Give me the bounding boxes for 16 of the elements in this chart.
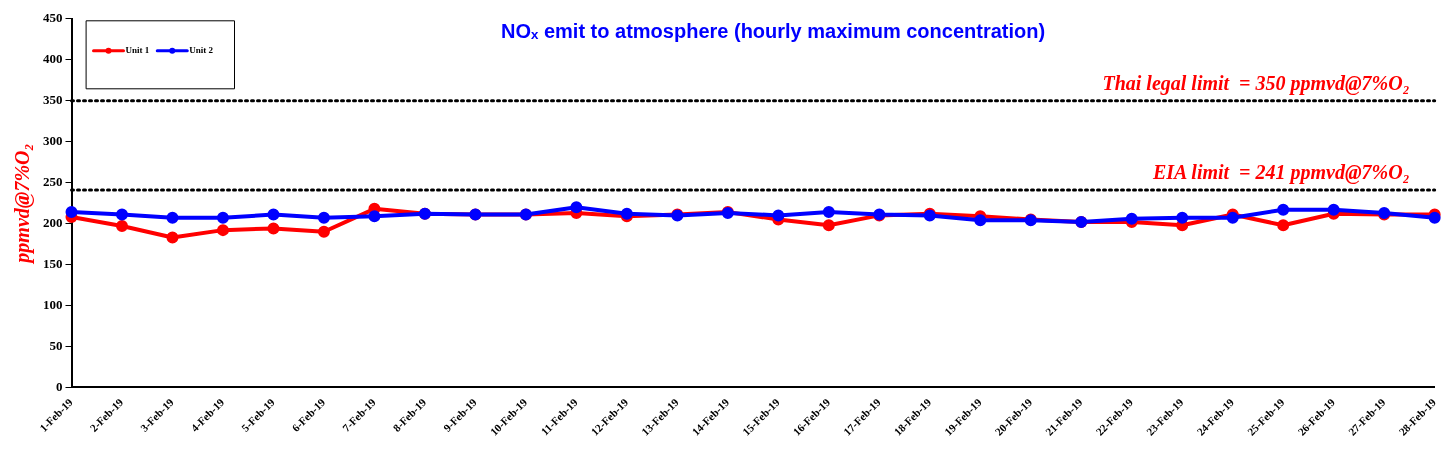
y-tick-label: 400 — [43, 51, 63, 67]
y-tick-label: 50 — [49, 337, 63, 353]
y-tick-label: 350 — [43, 92, 63, 108]
legend-label: Unit 1 — [125, 45, 150, 56]
y-tick-label: 200 — [43, 214, 63, 230]
y-tick-label: 450 — [43, 10, 63, 26]
y-tick-label: 250 — [43, 173, 63, 189]
ref-line-label: EIA limit = 241 ppmvd@7%O₂ — [1151, 161, 1410, 185]
y-tick-label: 0 — [56, 378, 63, 394]
legend-label: Unit 2 — [189, 45, 214, 56]
ref-line-label: Thai legal limit = 350 ppmvd@7%O₂ — [1102, 71, 1410, 95]
y-tick-label: 300 — [43, 133, 63, 149]
y-tick-label: 150 — [43, 255, 63, 271]
y-axis-title: ppmvd@7%O₂ — [11, 143, 35, 265]
y-tick-label: 100 — [43, 296, 63, 312]
chart-title: NOₓ emit to atmosphere (hourly maximum concentration) — [501, 20, 1046, 43]
